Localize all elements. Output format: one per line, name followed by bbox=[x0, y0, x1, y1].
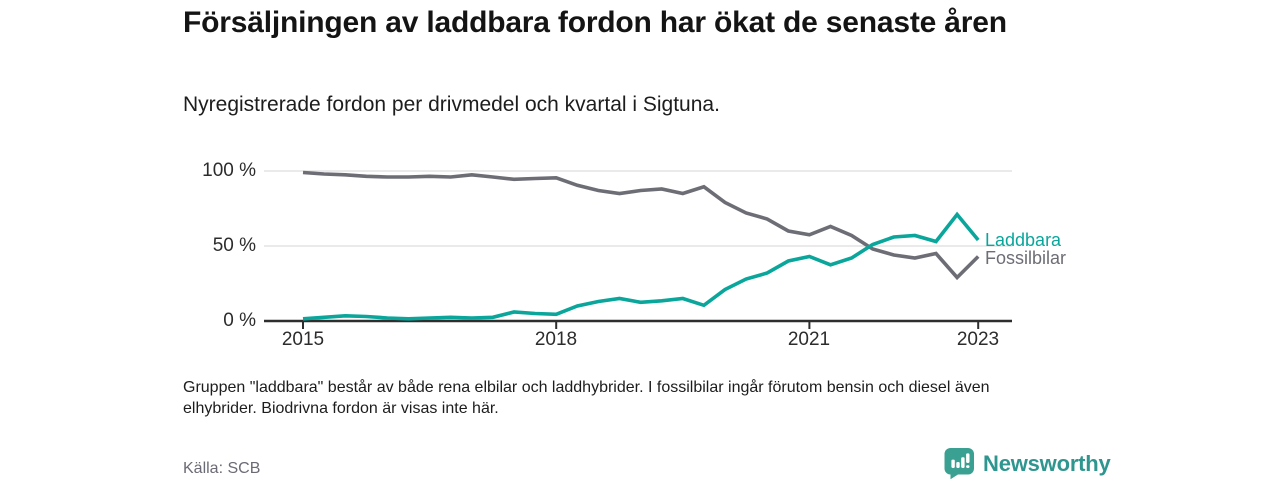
source-label: Källa: SCB bbox=[183, 460, 261, 477]
chart-title: Försäljningen av laddbara fordon har öka… bbox=[183, 6, 1007, 39]
y-tick-label-0: 0 % bbox=[223, 310, 256, 331]
footnote: Gruppen "laddbara" består av både rena e… bbox=[183, 379, 990, 417]
series-label-fossilbilar: Fossilbilar bbox=[985, 248, 1067, 268]
series-line-laddbara bbox=[302, 211, 980, 321]
chart-subtitle: Nyregistrerade fordon per drivmedel och … bbox=[183, 93, 720, 116]
y-tick-label-100: 100 % bbox=[202, 160, 256, 181]
newsworthy-logo[interactable]: Newsworthy bbox=[944, 447, 1111, 480]
newsworthy-wordmark: Newsworthy bbox=[983, 450, 1111, 476]
x-tick-label-2023: 2023 bbox=[956, 329, 1000, 350]
x-tick-label-2018: 2018 bbox=[534, 329, 578, 350]
series-label-laddbara: Laddbara bbox=[985, 230, 1062, 250]
x-tick-label-2015: 2015 bbox=[281, 329, 325, 350]
series-line-fossilbilar bbox=[302, 170, 980, 281]
newsworthy-icon bbox=[944, 448, 974, 480]
y-tick-label-50: 50 % bbox=[212, 235, 256, 256]
x-tick-label-2021: 2021 bbox=[787, 329, 831, 350]
